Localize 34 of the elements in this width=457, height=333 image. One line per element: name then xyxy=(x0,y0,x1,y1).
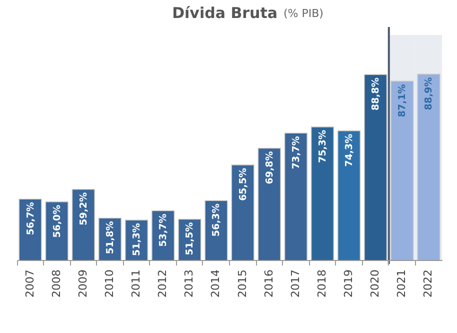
x-tick-label: 2019 xyxy=(342,270,356,298)
data-label: 56,3% xyxy=(211,203,222,237)
data-label: 75,3% xyxy=(317,129,328,163)
data-label: 74,3% xyxy=(344,133,356,167)
data-label: 65,5% xyxy=(238,167,249,201)
x-tick-label: 2016 xyxy=(262,270,276,298)
data-label: 73,7% xyxy=(290,136,302,170)
x-tick-label: 2008 xyxy=(50,270,63,298)
x-tick-label: 2013 xyxy=(182,270,196,298)
data-label: 88,9% xyxy=(424,76,435,110)
x-tick-label: 2021 xyxy=(395,270,408,298)
data-label: 88,8% xyxy=(370,77,382,111)
data-label: 56,7% xyxy=(25,202,36,236)
data-label: 53,7% xyxy=(158,213,170,247)
chart-subtitle: (% PIB) xyxy=(284,7,324,20)
data-label: 69,8% xyxy=(264,150,276,184)
data-label: 87,1% xyxy=(397,84,408,118)
x-tick-label: 2010 xyxy=(102,270,116,298)
x-tick-label: 2015 xyxy=(236,270,249,298)
data-label: 51,8% xyxy=(104,220,116,254)
x-tick-label: 2020 xyxy=(368,270,382,298)
data-label: 59,2% xyxy=(78,192,90,226)
data-label: 51,3% xyxy=(132,222,143,256)
x-tick-label: 2012 xyxy=(156,270,170,298)
data-label: 51,5% xyxy=(184,222,196,256)
x-tick-label: 2017 xyxy=(288,270,302,298)
x-tick-label: 2014 xyxy=(209,270,222,298)
x-tick-label: 2009 xyxy=(76,270,90,298)
x-tick-label: 2007 xyxy=(23,270,36,298)
x-tick-label: 2022 xyxy=(422,270,435,298)
x-tick-label: 2018 xyxy=(315,270,328,298)
x-tick-label: 2011 xyxy=(130,270,143,298)
chart-title: Dívida Bruta xyxy=(172,4,278,22)
data-label: 56,0% xyxy=(52,204,63,238)
